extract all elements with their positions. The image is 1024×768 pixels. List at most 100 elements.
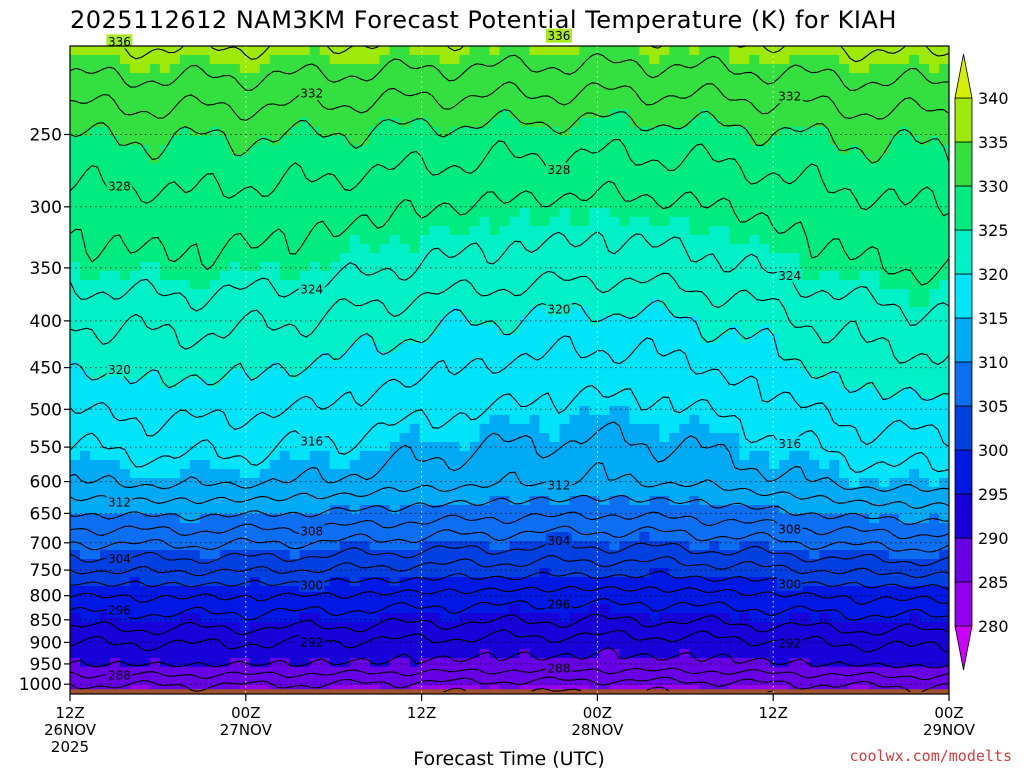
- heatmap-cell: [409, 253, 421, 263]
- heatmap-cell: [499, 307, 511, 317]
- heatmap-cell: [449, 415, 461, 425]
- heatmap-cell: [149, 478, 161, 488]
- heatmap-cell: [479, 577, 491, 587]
- heatmap-cell: [549, 253, 561, 263]
- heatmap-cell: [729, 127, 740, 137]
- heatmap-cell: [149, 181, 161, 191]
- heatmap-cell: [309, 145, 321, 155]
- heatmap-cell: [629, 235, 640, 245]
- heatmap-cell: [649, 523, 660, 533]
- heatmap-cell: [249, 604, 261, 614]
- heatmap-cell: [159, 217, 171, 227]
- heatmap-cell: [599, 181, 610, 191]
- heatmap-cell: [439, 271, 451, 281]
- heatmap-cell: [669, 568, 680, 578]
- heatmap-cell: [149, 586, 161, 596]
- heatmap-cell: [689, 523, 700, 533]
- heatmap-cell: [679, 406, 690, 416]
- heatmap-cell: [139, 82, 151, 92]
- heatmap-cell: [99, 658, 111, 668]
- heatmap-cell: [379, 91, 391, 101]
- heatmap-cell: [429, 640, 441, 650]
- heatmap-cell: [169, 136, 181, 146]
- heatmap-cell: [679, 316, 690, 326]
- heatmap-cell: [719, 640, 730, 650]
- heatmap-cell: [259, 388, 271, 398]
- heatmap-cell: [639, 505, 650, 515]
- heatmap-cell: [259, 262, 271, 272]
- heatmap-cell: [429, 514, 441, 524]
- heatmap-cell: [459, 406, 471, 416]
- heatmap-cell: [329, 145, 341, 155]
- heatmap-cell: [179, 118, 191, 128]
- heatmap-cell: [299, 676, 311, 686]
- heatmap-cell: [709, 577, 720, 587]
- heatmap-cell: [279, 172, 291, 182]
- heatmap-cell: [409, 631, 421, 641]
- heatmap-cell: [149, 505, 161, 515]
- heatmap-cell: [429, 82, 441, 92]
- heatmap-cell: [139, 55, 151, 65]
- heatmap-cell: [379, 325, 391, 335]
- heatmap-cell: [709, 361, 720, 371]
- heatmap-cell: [679, 208, 690, 218]
- heatmap-cell: [169, 172, 181, 182]
- heatmap-cell: [129, 541, 141, 551]
- heatmap-cell: [329, 316, 341, 326]
- heatmap-cell: [389, 172, 401, 182]
- heatmap-cell: [229, 208, 241, 218]
- heatmap-cell: [70, 244, 81, 254]
- heatmap-cell: [399, 505, 411, 515]
- heatmap-cell: [369, 514, 381, 524]
- heatmap-cell: [439, 541, 451, 551]
- heatmap-cell: [269, 649, 281, 659]
- heatmap-cell: [699, 289, 710, 299]
- heatmap-cell: [449, 145, 461, 155]
- heatmap-cell: [139, 595, 151, 605]
- heatmap-cell: [319, 334, 331, 344]
- heatmap-cell: [629, 541, 640, 551]
- heatmap-cell: [669, 235, 680, 245]
- heatmap-cell: [79, 397, 91, 407]
- heatmap-cell: [339, 208, 351, 218]
- heatmap-cell: [159, 406, 171, 416]
- heatmap-cell: [79, 595, 91, 605]
- heatmap-cell: [619, 640, 630, 650]
- heatmap-cell: [709, 307, 720, 317]
- heatmap-cell: [409, 541, 421, 551]
- heatmap-cell: [659, 145, 670, 155]
- heatmap-cell: [239, 415, 251, 425]
- heatmap-cell: [499, 280, 511, 290]
- heatmap-cell: [749, 46, 760, 56]
- heatmap-cell: [669, 208, 680, 218]
- heatmap-cell: [399, 307, 411, 317]
- heatmap-cell: [609, 163, 620, 173]
- heatmap-cell: [439, 514, 451, 524]
- heatmap-cell: [749, 343, 760, 353]
- heatmap-cell: [249, 559, 261, 569]
- heatmap-cell: [289, 595, 301, 605]
- heatmap-cell: [249, 352, 261, 362]
- heatmap-cell: [519, 415, 531, 425]
- heatmap-cell: [109, 343, 121, 353]
- heatmap-cell: [549, 325, 561, 335]
- heatmap-cell: [309, 667, 321, 677]
- heatmap-cell: [719, 460, 730, 470]
- heatmap-cell: [729, 424, 740, 434]
- heatmap-cell: [509, 82, 521, 92]
- heatmap-cell: [309, 244, 321, 254]
- heatmap-cell: [579, 523, 591, 533]
- heatmap-cell: [429, 388, 441, 398]
- heatmap-cell: [449, 631, 461, 641]
- heatmap-cell: [399, 433, 411, 443]
- heatmap-cell: [169, 613, 181, 623]
- heatmap-cell: [439, 667, 451, 677]
- heatmap-cell: [589, 298, 600, 308]
- heatmap-cell: [129, 154, 141, 164]
- heatmap-cell: [70, 370, 81, 380]
- heatmap-cell: [269, 91, 281, 101]
- heatmap-cell: [359, 550, 371, 560]
- heatmap-cell: [579, 460, 591, 470]
- heatmap-cell: [439, 388, 451, 398]
- heatmap-cell: [479, 307, 491, 317]
